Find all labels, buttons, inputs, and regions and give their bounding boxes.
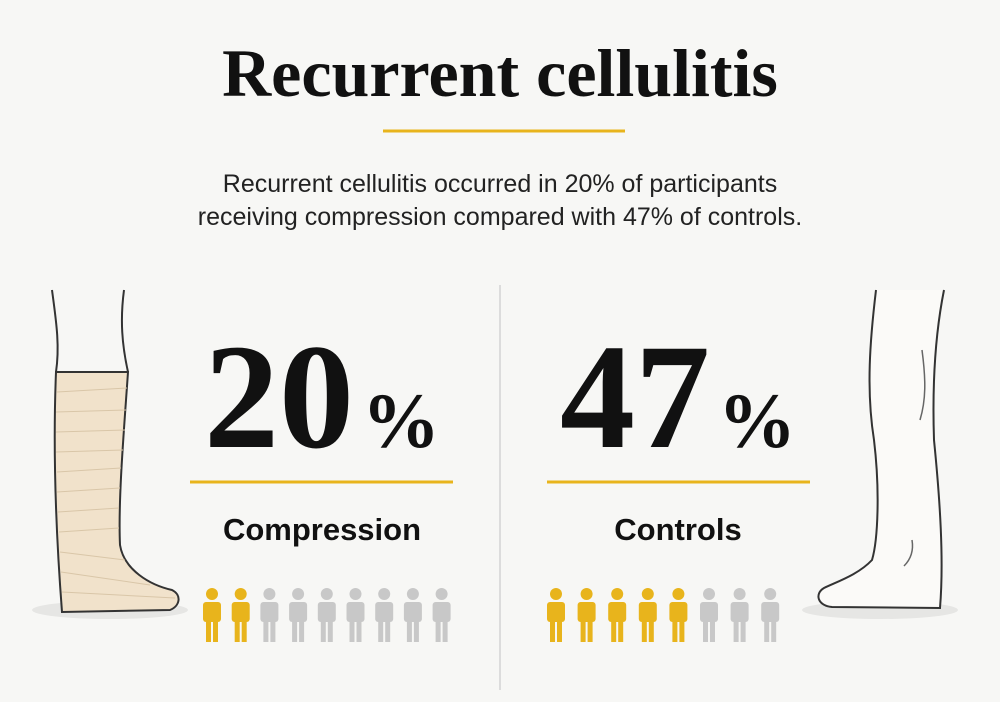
stat-value: 47% bbox=[560, 314, 796, 480]
stat-unit: % bbox=[362, 377, 440, 464]
person-icon bbox=[403, 588, 422, 642]
person-icon bbox=[608, 588, 627, 642]
person-icon bbox=[638, 588, 657, 642]
person-icon bbox=[577, 588, 596, 642]
bare-leg bbox=[802, 289, 958, 619]
person-icon bbox=[203, 588, 221, 642]
stat-label: Controls bbox=[614, 512, 741, 547]
person-icon bbox=[730, 588, 749, 642]
title: Recurrent cellulitis bbox=[222, 35, 778, 111]
subtitle-line: receiving compression compared with 47% … bbox=[198, 203, 802, 231]
person-icon bbox=[547, 588, 565, 642]
stat-unit: % bbox=[718, 377, 796, 464]
person-icon bbox=[289, 588, 308, 642]
person-icon bbox=[317, 588, 336, 642]
person-icon bbox=[346, 588, 365, 642]
person-icon bbox=[669, 588, 688, 642]
person-icon bbox=[700, 588, 718, 642]
bandaged-leg bbox=[32, 289, 188, 619]
person-icon bbox=[231, 588, 250, 642]
subtitle-line: Recurrent cellulitis occurred in 20% of … bbox=[223, 170, 777, 198]
person-icon bbox=[375, 588, 394, 642]
stat-number: 47 bbox=[560, 314, 710, 480]
person-icon bbox=[432, 588, 451, 642]
person-icon bbox=[260, 588, 279, 642]
person-icon bbox=[761, 588, 780, 642]
stat-number: 20 bbox=[204, 314, 354, 480]
stat-label: Compression bbox=[223, 512, 421, 547]
stat-value: 20% bbox=[204, 314, 440, 480]
